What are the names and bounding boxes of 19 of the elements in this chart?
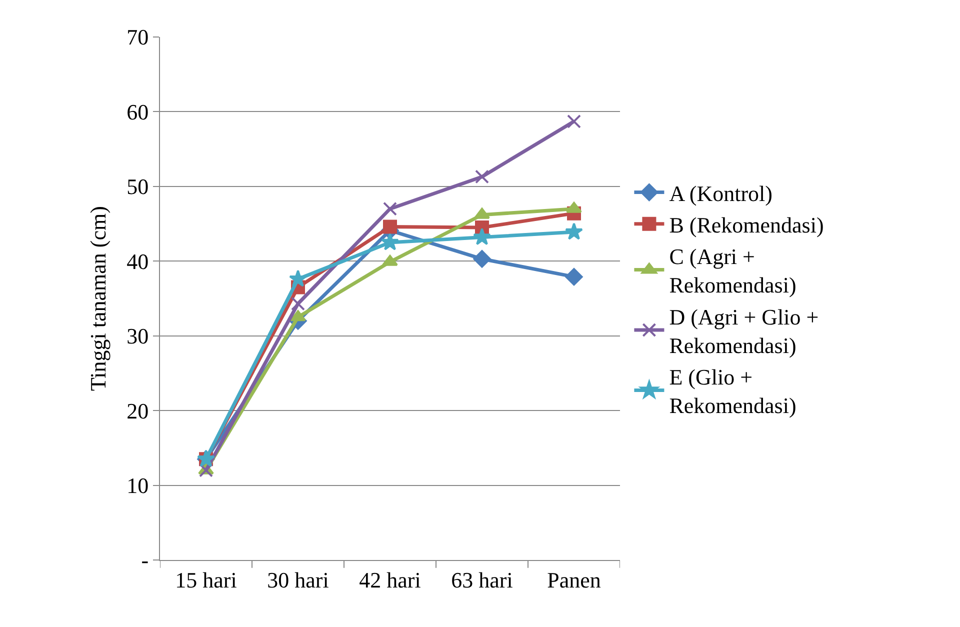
y-tick-label: 20 bbox=[126, 398, 149, 424]
legend-label: C (Agri + Rekomendasi) bbox=[669, 244, 796, 298]
legend-label: B (Rekomendasi) bbox=[669, 212, 824, 238]
x-tick-label: 15 hari bbox=[175, 567, 237, 592]
legend-label: D (Agri + Glio + Rekomendasi) bbox=[669, 304, 819, 358]
x-tick-label: 30 hari bbox=[267, 567, 329, 592]
legend-label: A (Kontrol) bbox=[669, 180, 772, 206]
x-tick-label: 42 hari bbox=[359, 567, 421, 592]
y-tick-label: 60 bbox=[126, 99, 149, 124]
y-axis-title: Tinggi tanaman (cm) bbox=[85, 206, 110, 391]
y-tick-label: - bbox=[141, 548, 149, 573]
y-tick-label: 40 bbox=[126, 248, 149, 274]
legend-label: E (Glio + Rekomendasi) bbox=[669, 364, 796, 418]
x-tick-label: 63 hari bbox=[451, 567, 513, 592]
y-tick-label: 10 bbox=[126, 472, 149, 498]
y-tick-label: 70 bbox=[126, 24, 149, 50]
y-tick-label: 30 bbox=[126, 324, 149, 349]
x-tick-label: Panen bbox=[547, 567, 601, 592]
y-tick-label: 50 bbox=[126, 174, 149, 200]
